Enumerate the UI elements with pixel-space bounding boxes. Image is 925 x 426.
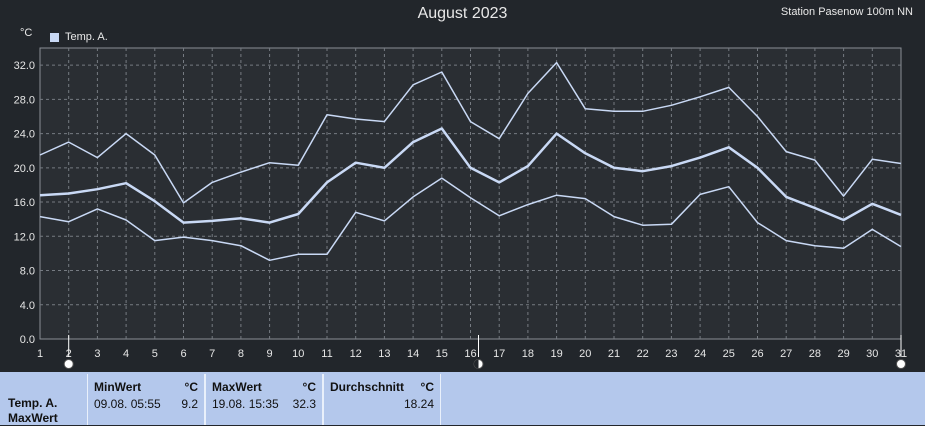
stats-row-label-series: Temp. A. (8, 396, 58, 410)
stats-row-label-type: MaxWert (8, 411, 58, 425)
x-tick-label: 19 (550, 348, 562, 360)
x-tick-label: 17 (493, 348, 505, 360)
y-tick-label: 24.0 (14, 129, 35, 141)
max-value: 32.3 (292, 397, 316, 411)
x-tick-label: 21 (608, 348, 620, 360)
max-unit: °C (302, 380, 316, 394)
series-line-0 (39, 127, 902, 224)
min-value-box: MinWert °C 09.08. 05:55 9.2 (87, 374, 205, 425)
waxing-moon-icon (63, 359, 74, 369)
x-tick-label: 1 (37, 348, 43, 360)
min-unit: °C (184, 380, 198, 394)
x-tick-label: 3 (94, 348, 100, 360)
x-tick-label: 9 (267, 348, 273, 360)
series-line-1 (39, 61, 902, 204)
x-tick-label: 26 (751, 348, 763, 360)
x-tick-label: 8 (238, 348, 244, 360)
legend-swatch (50, 32, 59, 42)
avg-header: Durchschnitt (330, 380, 405, 394)
y-tick-label: 16.0 (14, 197, 35, 209)
y-tick-label: 8.0 (20, 266, 35, 278)
x-tick-label: 23 (665, 348, 677, 360)
series-line-2 (39, 177, 902, 262)
max-date: 19.08. 15:35 (212, 397, 279, 411)
x-tick-label: 4 (123, 348, 129, 360)
max-header: MaxWert (212, 380, 262, 394)
x-tick-label: 25 (723, 348, 735, 360)
temperature-chart: 1234567891011121314151617181920212223242… (14, 47, 907, 369)
x-tick-label: 29 (837, 348, 849, 360)
average-value-box: Durchschnitt °C 18.24 (323, 374, 441, 425)
x-tick-label: 13 (378, 348, 390, 360)
y-tick-label: 4.0 (20, 300, 35, 312)
y-tick-label: 32.0 (14, 60, 35, 72)
min-date: 09.08. 05:55 (94, 397, 161, 411)
x-tick-label: 14 (407, 348, 419, 360)
x-tick-label: 16 (464, 348, 476, 360)
max-value-box: MaxWert °C 19.08. 15:35 32.3 (205, 374, 323, 425)
x-tick-label: 5 (152, 348, 158, 360)
station-label: Station Pasenow 100m NN (780, 6, 913, 18)
y-tick-label: 0.0 (20, 334, 35, 346)
x-tick-label: 18 (522, 348, 534, 360)
moon-shadow (474, 359, 479, 369)
x-tick-label: 20 (579, 348, 591, 360)
x-tick-label: 15 (436, 348, 448, 360)
waning-moon-icon (896, 359, 906, 369)
x-tick-label: 28 (809, 348, 821, 360)
x-tick-label: 12 (350, 348, 362, 360)
avg-unit: °C (420, 380, 434, 394)
legend-label: Temp. A. (65, 31, 108, 43)
y-tick-label: 28.0 (14, 94, 35, 106)
chart-area: August 2023 Station Pasenow 100m NN °C T… (14, 5, 913, 369)
avg-value: 18.24 (403, 397, 434, 411)
chart-title: August 2023 (417, 5, 508, 22)
y-tick-label: 12.0 (14, 231, 35, 243)
x-tick-label: 7 (209, 348, 215, 360)
x-tick-label: 6 (180, 348, 186, 360)
x-tick-label: 10 (292, 348, 304, 360)
x-tick-label: 11 (321, 348, 332, 360)
x-tick-label: 27 (780, 348, 792, 360)
min-value: 9.2 (181, 397, 198, 411)
unit-label: °C (20, 27, 33, 39)
x-tick-label: 24 (694, 348, 706, 360)
min-header: MinWert (94, 380, 142, 394)
stats-row-label: Temp. A. MaxWert (8, 396, 58, 426)
x-tick-label: 30 (866, 348, 878, 360)
legend: Temp. A. (50, 31, 108, 43)
statistics-panel: Temp. A. MaxWert MinWert °C 09.08. 05:55… (0, 372, 925, 425)
x-tick-label: 22 (637, 348, 649, 360)
y-tick-label: 20.0 (14, 163, 35, 175)
